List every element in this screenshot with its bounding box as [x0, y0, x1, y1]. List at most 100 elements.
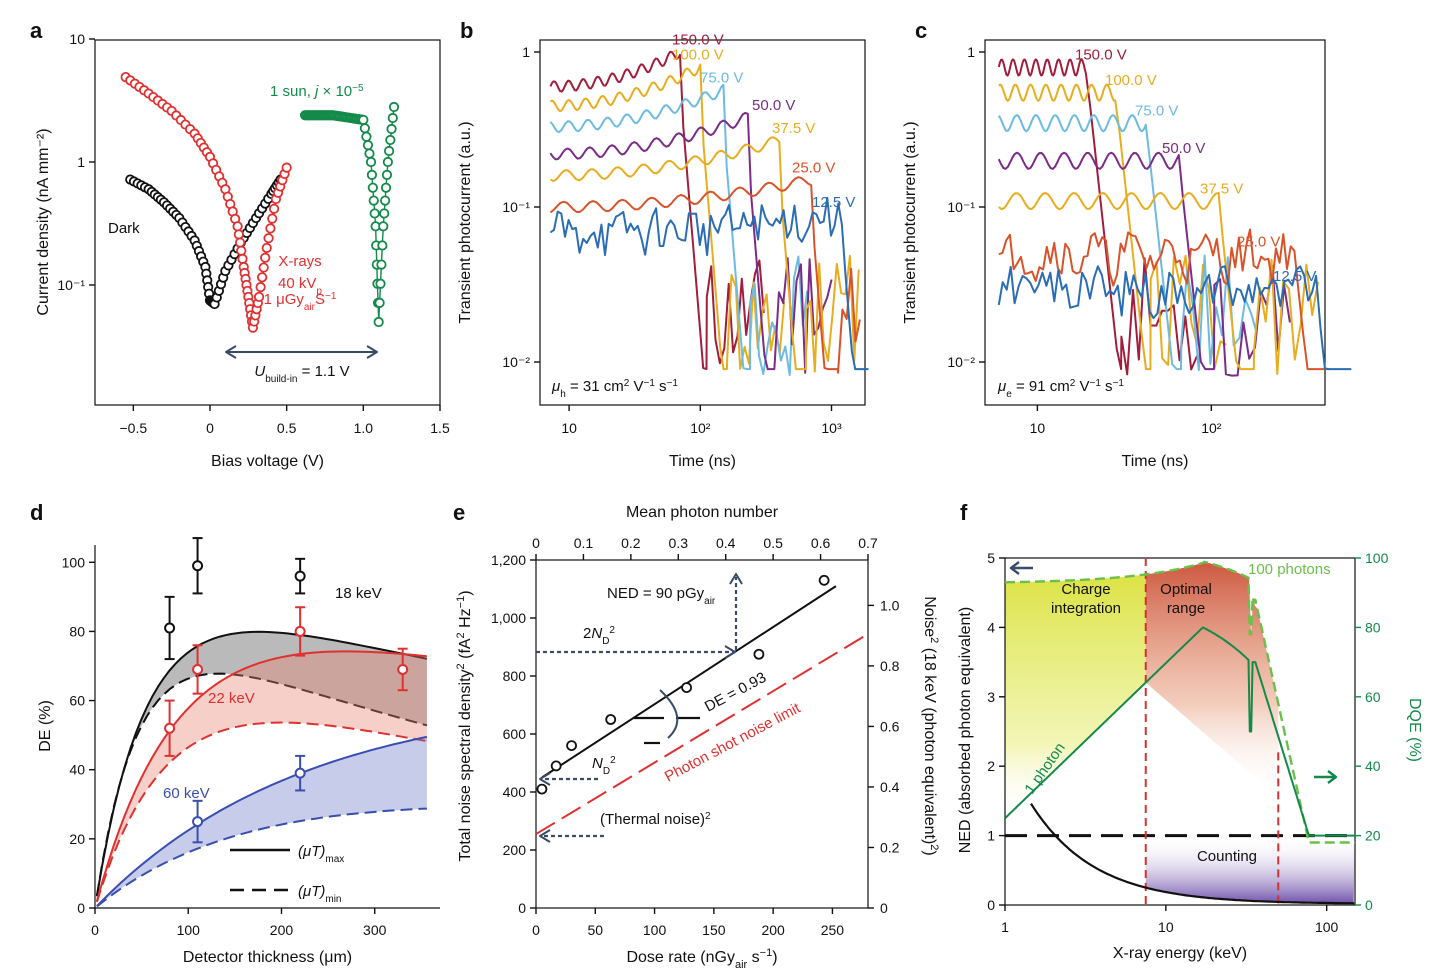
- panel-a-point: [375, 278, 386, 289]
- panel-e-2nd-label: 2ND2: [583, 625, 615, 647]
- panel-b-axes: [539, 39, 866, 406]
- panel-a-point: [368, 195, 379, 206]
- panel-c-series-label: 37.5 V: [1200, 180, 1243, 197]
- panel-d-xtick-label: 200: [270, 922, 294, 938]
- panel-a-point: [369, 208, 380, 219]
- panel-b-series-1: [550, 63, 786, 371]
- panel-e-arrowhead: [729, 573, 743, 585]
- panel-d-min-curve-0: [95, 672, 428, 896]
- panel-e-ned-label: NED = 90 pGyair: [607, 585, 716, 607]
- panel-b-xtick-label: 10³: [821, 420, 842, 436]
- panel-b-series-label: 150.0 V: [672, 32, 724, 49]
- panel-c-series-label: 12.5 V: [1273, 268, 1316, 285]
- panel-a-ytick-label: 1: [77, 154, 85, 170]
- panel-e-y2tick-label: 0.8: [880, 658, 900, 674]
- panel-e-arrowhead: [539, 772, 551, 786]
- panel-a-point: [378, 221, 389, 232]
- panel-e-x2tick-label: 0.3: [669, 535, 689, 551]
- panel-e-shot-noise-line: [535, 633, 869, 835]
- panel-d-legend-max-part: max: [325, 854, 344, 865]
- panel-f-counting-region: [1145, 835, 1355, 904]
- panel-a-xtick-label: 0: [206, 420, 214, 436]
- panel-c-ytick-label: 10⁻¹: [947, 199, 975, 215]
- panel-b-series-3: [549, 111, 833, 374]
- panel-d-legend-max: (μT)max: [298, 843, 344, 865]
- panel-d-xtick-label: 0: [91, 922, 99, 938]
- panel-a-point: [232, 221, 243, 232]
- panel-a-point: [383, 145, 395, 157]
- panel-e-arrowhead: [724, 645, 736, 659]
- panel-a-point: [258, 262, 269, 273]
- panel-a-point: [257, 272, 268, 283]
- panel-c-xtick-label: 10: [1030, 420, 1046, 436]
- panel-a-point: [253, 291, 265, 303]
- panel-c-mobility-label-part: −1: [1089, 378, 1101, 389]
- panel-d-22kev-label: 22 keV: [208, 690, 255, 707]
- panel-b-mobility-label-part: μ: [551, 378, 560, 395]
- panel-e-y2label-part: (18 keV (photon equivalent): [921, 643, 938, 844]
- panel-f-xtick-label: 10: [1158, 919, 1174, 935]
- panel-a-xray-label: X-rays: [278, 253, 321, 270]
- panel-b-ylabel: Transient photocurrent (a.u.): [457, 121, 474, 323]
- panel-e-y2label-part: ): [921, 850, 938, 855]
- panel-a-xtick-label: 1.5: [430, 420, 450, 436]
- panel-d-point: [294, 625, 306, 637]
- panel-e-y2tick-label: 0: [880, 900, 888, 916]
- panel-f-ytick-label: 1: [987, 828, 995, 844]
- panel-e-x2tick-label: 0.4: [716, 535, 736, 551]
- panel-a-xtick-label: 0.5: [277, 420, 297, 436]
- panel-e-ylabel-part: ): [457, 590, 474, 595]
- panel-b-series-0: [549, 50, 765, 371]
- panel-a-buildin-label: Ubuild-in = 1.1 V: [254, 363, 349, 385]
- panel-a-sun-label-part: × 10: [318, 83, 352, 100]
- panel-a-sun-label: 1 sun, j × 10−5: [270, 83, 364, 101]
- panel-a-point: [380, 182, 392, 193]
- panel-e-x2tick-label: 0.5: [763, 535, 783, 551]
- panel-e-nd-label: ND2: [592, 755, 616, 777]
- panel-a-point: [386, 123, 397, 135]
- panel-e-y2tick-label: 0.6: [880, 718, 900, 734]
- panel-f-y2tick-label: 40: [1365, 758, 1381, 774]
- panel-f-y2label: DQE (%): [1406, 698, 1423, 762]
- panel-a-point: [233, 229, 244, 240]
- panel-e-x2tick-label: 0.1: [574, 535, 594, 551]
- panel-e-thermal-label-part: 2: [705, 811, 711, 822]
- panel-e-x2tick-label: 0.2: [621, 535, 641, 551]
- panel-f-optimal-label: Optimal: [1160, 581, 1212, 598]
- panel-e-ytick-label: 1,200: [491, 552, 526, 568]
- panel-e-xtick-label: 50: [587, 922, 603, 938]
- panel-d-ytick-label: 20: [69, 831, 85, 847]
- panel-f-y2tick-label: 80: [1365, 619, 1381, 635]
- panel-b-xtick-label: 10²: [690, 420, 711, 436]
- panel-a-point: [373, 316, 384, 328]
- panel-f-charge-region: [1005, 574, 1146, 819]
- panel-a-point: [237, 253, 248, 264]
- panel-a-point: [385, 134, 396, 146]
- panel-e-ytick-label: 0: [518, 900, 526, 916]
- panel-c-ylabel: Transient photocurrent (a.u.): [902, 121, 919, 323]
- panel-d-point: [192, 560, 204, 572]
- panel-e-ytick-label: 200: [503, 842, 527, 858]
- panel-d-point: [294, 570, 306, 582]
- panel-e-xlabel-part: air: [735, 959, 748, 971]
- panel-d-legend-max-part: (μT): [298, 843, 325, 860]
- panel-e-2nd-label-part: 2: [583, 625, 591, 642]
- panel-e-xlabel: Dose rate (nGyair s−1): [626, 947, 777, 971]
- panel-a-arrowhead-right: [366, 345, 378, 359]
- panel-a-point: [265, 223, 276, 234]
- panel-c-series-label: 25.0 V: [1237, 233, 1280, 250]
- panel-c-xlabel: Time (ns): [1122, 453, 1189, 470]
- panel-e-nd-label-part: 2: [610, 755, 616, 766]
- panel-c-series-2: [997, 114, 1258, 372]
- panel-e-ytick-label: 1,000: [491, 610, 526, 626]
- panel-d-max-curve-2: [96, 735, 428, 907]
- panel-b-xtick-label: 10: [561, 420, 577, 436]
- panel-e-xlabel-part: s: [747, 949, 759, 966]
- panel-c-mobility-label-part: = 91 cm: [1012, 378, 1070, 395]
- panel-a-point: [268, 203, 280, 214]
- panel-e-y2tick-label: 0.4: [880, 779, 900, 795]
- panel-e-x2tick-label: 0: [532, 535, 540, 551]
- panel-b-ytick-label: 10⁻²: [502, 354, 530, 370]
- panel-e-x2tick-label: 0.6: [811, 535, 831, 551]
- panel-a-dose-label: 1 μGyairS−1: [264, 291, 337, 313]
